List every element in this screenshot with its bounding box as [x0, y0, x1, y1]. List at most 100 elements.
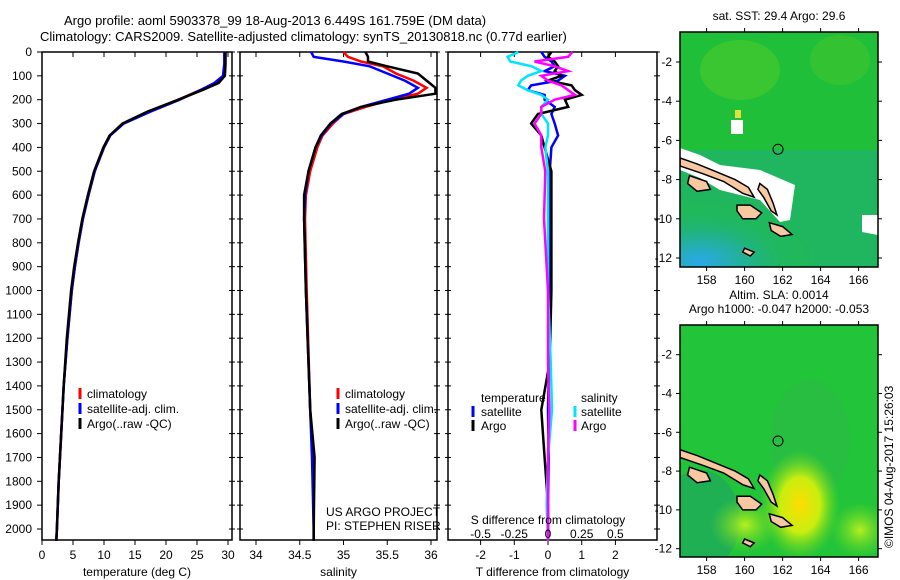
legend-label: satellite-adj. clim.: [345, 402, 437, 416]
lat-tick-label: -12: [655, 251, 673, 265]
legend-label: climatology: [345, 387, 405, 401]
s-axis-label: S difference from climatology: [471, 513, 626, 527]
lat-tick-label: -2: [661, 348, 672, 362]
s-tick-label: 0.25: [570, 527, 594, 541]
legend-label: Argo(..raw -QC): [345, 417, 430, 431]
x-tick-label: 1: [578, 548, 585, 562]
x-tick-label: 0: [39, 548, 46, 562]
y-tick-label: 200: [12, 93, 32, 107]
map-title: Argo h1000: -0.047 h2000: -0.053: [689, 302, 869, 316]
y-tick-label: 1300: [5, 355, 32, 369]
lon-tick-label: 160: [735, 563, 755, 577]
y-tick-label: 700: [12, 212, 32, 226]
island-landmass: [680, 157, 756, 199]
y-tick-label: 1800: [5, 474, 32, 488]
lat-tick-label: -8: [661, 173, 672, 187]
lon-tick-label: 162: [773, 273, 793, 287]
legend-label: satellite: [581, 405, 622, 419]
map-frame: [679, 324, 879, 558]
lat-tick-label: -10: [655, 503, 673, 517]
x-axis-label: T difference from climatology: [476, 565, 630, 579]
y-tick-label: 2000: [5, 522, 32, 536]
title-line-2: Climatology: CARS2009. Satellite-adjuste…: [40, 29, 567, 44]
island-landmass: [680, 448, 756, 490]
s-tick-label: -0.25: [501, 527, 529, 541]
panel-salinity: 34 34.5 35 35.5 36 salinity climatologysatelli…: [237, 51, 441, 579]
x-axis-label: salinity: [320, 565, 357, 579]
island-landmass: [736, 495, 763, 511]
island-landmass: [686, 466, 712, 484]
lat-tick-label: -2: [661, 55, 672, 69]
x-tick-label: -2: [475, 548, 486, 562]
map-title: Altim. SLA: 0.0014: [729, 288, 829, 302]
lat-tick-label: -10: [655, 212, 673, 226]
x-tick-label: 5: [70, 548, 77, 562]
lat-tick-label: -6: [661, 133, 672, 147]
series-line-argo-raw-qc-: [55, 52, 227, 541]
y-tick-label: 1600: [5, 427, 32, 441]
title-line-1: Argo profile: aoml 5903378_99 18-Aug-201…: [64, 13, 487, 28]
map-title: sat. SST: 29.4 Argo: 29.6: [713, 9, 846, 23]
panel-temperature: 0100200300400500600700800900100011001200…: [5, 45, 235, 579]
series-line-salinity-argo: [533, 51, 579, 541]
lon-tick-label: 160: [735, 273, 755, 287]
island-landmass: [741, 247, 756, 257]
series-line-argo-raw-qc-: [302, 51, 437, 541]
legend-label: Argo: [581, 419, 607, 433]
x-tick-label: 10: [97, 548, 111, 562]
x-tick-label: 34: [249, 548, 263, 562]
y-tick-label: 1200: [5, 331, 32, 345]
lat-tick-label: -6: [661, 425, 672, 439]
lat-tick-label: -4: [661, 386, 672, 400]
y-tick-label: 100: [12, 69, 32, 83]
y-tick-label: 1900: [5, 498, 32, 512]
y-tick-label: 800: [12, 236, 32, 250]
island-landmass: [757, 473, 779, 508]
legend-label: Argo: [481, 419, 507, 433]
s-tick-label: -0.5: [470, 527, 491, 541]
lon-tick-label: 162: [773, 563, 793, 577]
island-landmass: [736, 204, 763, 220]
y-tick-label: 400: [12, 140, 32, 154]
x-tick-label: 2: [612, 548, 619, 562]
y-tick-label: 500: [12, 164, 32, 178]
lat-tick-label: -4: [661, 94, 672, 108]
panel-difference: -2 -1 0 1 2 T difference from climatology temp…: [445, 50, 660, 579]
lon-tick-label: 166: [849, 563, 869, 577]
legend-label: satellite: [481, 405, 522, 419]
plot-frame: [239, 51, 438, 541]
x-tick-label: 25: [190, 548, 204, 562]
island-landmass: [686, 174, 712, 193]
x-tick-label: 35.5: [376, 548, 400, 562]
lon-tick-label: 164: [811, 563, 831, 577]
lon-tick-label: 164: [811, 273, 831, 287]
lat-tick-label: -12: [655, 542, 673, 556]
x-tick-label: 35: [337, 548, 351, 562]
island-landmass: [768, 221, 794, 238]
x-tick-label: 36: [424, 548, 438, 562]
legend-label: climatology: [87, 387, 147, 401]
y-tick-label: 1700: [5, 450, 32, 464]
x-axis-label: temperature (deg C): [83, 565, 191, 579]
argo-position-marker: [772, 143, 784, 155]
x-tick-label: 20: [159, 548, 173, 562]
x-tick-label: 34.5: [288, 548, 312, 562]
project-annotation: PI: STEPHEN RISER: [326, 519, 441, 533]
map-frame: [679, 31, 879, 268]
legend-title-temperature: temperature: [481, 391, 546, 405]
lat-tick-label: -8: [661, 464, 672, 478]
y-tick-label: 1500: [5, 403, 32, 417]
legend-label: Argo(..raw -QC): [87, 417, 172, 431]
x-tick-label: 15: [128, 548, 142, 562]
plot-frame: [41, 51, 233, 541]
legend-title-salinity: salinity: [581, 391, 618, 405]
s-tick-label: 0.5: [607, 527, 624, 541]
x-tick-label: 30: [221, 548, 235, 562]
lon-tick-label: 166: [849, 273, 869, 287]
sst-map: [680, 32, 878, 267]
x-tick-label: -1: [509, 548, 520, 562]
argo-position-marker: [772, 435, 784, 447]
island-landmass: [741, 538, 756, 548]
